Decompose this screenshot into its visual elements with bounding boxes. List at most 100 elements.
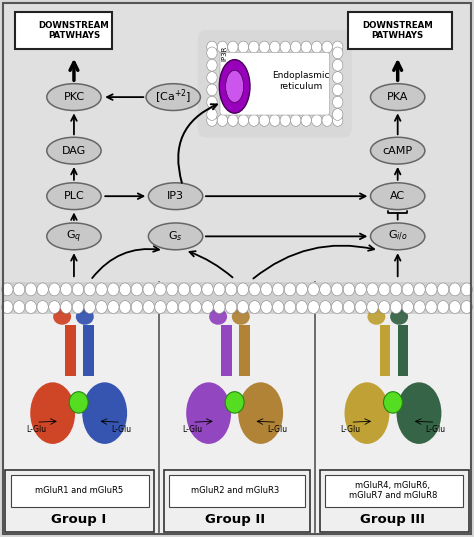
Text: L-Glu: L-Glu <box>182 425 202 434</box>
Circle shape <box>319 301 331 314</box>
Circle shape <box>238 41 248 53</box>
Circle shape <box>332 60 343 71</box>
Circle shape <box>391 283 401 296</box>
Circle shape <box>207 60 217 71</box>
Circle shape <box>73 283 83 296</box>
Circle shape <box>332 47 343 59</box>
Circle shape <box>259 114 270 126</box>
Text: PKA: PKA <box>387 92 409 102</box>
Text: L-Glu: L-Glu <box>111 425 131 434</box>
Circle shape <box>322 114 332 126</box>
Circle shape <box>166 283 178 296</box>
Circle shape <box>296 301 308 314</box>
Circle shape <box>207 114 217 126</box>
FancyBboxPatch shape <box>319 470 469 532</box>
Text: Endoplasmic
reticulum: Endoplasmic reticulum <box>272 71 329 91</box>
Circle shape <box>84 283 95 296</box>
Circle shape <box>355 301 366 314</box>
Circle shape <box>131 301 143 314</box>
Circle shape <box>319 283 331 296</box>
Circle shape <box>108 283 119 296</box>
Circle shape <box>284 301 296 314</box>
Ellipse shape <box>47 84 101 111</box>
Circle shape <box>402 301 413 314</box>
Circle shape <box>367 301 378 314</box>
Ellipse shape <box>371 223 425 250</box>
Ellipse shape <box>367 309 385 325</box>
Circle shape <box>178 283 190 296</box>
Circle shape <box>331 283 343 296</box>
Circle shape <box>96 283 107 296</box>
Circle shape <box>322 41 332 53</box>
Circle shape <box>355 283 366 296</box>
Circle shape <box>332 84 343 96</box>
Ellipse shape <box>390 309 408 325</box>
Circle shape <box>308 301 319 314</box>
Circle shape <box>143 301 155 314</box>
Circle shape <box>249 301 260 314</box>
Circle shape <box>280 114 291 126</box>
Circle shape <box>311 114 322 126</box>
FancyBboxPatch shape <box>239 325 250 375</box>
Circle shape <box>228 41 238 53</box>
Circle shape <box>438 301 449 314</box>
Circle shape <box>13 283 25 296</box>
Circle shape <box>202 283 213 296</box>
Circle shape <box>214 301 225 314</box>
Circle shape <box>207 96 217 108</box>
Ellipse shape <box>82 382 127 444</box>
Circle shape <box>155 283 166 296</box>
Circle shape <box>308 283 319 296</box>
Ellipse shape <box>76 309 94 325</box>
Circle shape <box>190 283 201 296</box>
Circle shape <box>37 283 48 296</box>
FancyBboxPatch shape <box>3 3 471 282</box>
Circle shape <box>332 96 343 108</box>
FancyBboxPatch shape <box>398 325 408 375</box>
Circle shape <box>25 301 36 314</box>
Circle shape <box>273 283 284 296</box>
Text: G$_s$: G$_s$ <box>168 229 183 243</box>
Circle shape <box>379 283 390 296</box>
FancyBboxPatch shape <box>83 325 94 375</box>
Circle shape <box>207 84 217 96</box>
Text: PLC: PLC <box>64 191 84 201</box>
Circle shape <box>119 301 131 314</box>
Circle shape <box>155 301 166 314</box>
Text: DAG: DAG <box>62 146 86 156</box>
Text: L-Glu: L-Glu <box>267 425 287 434</box>
FancyBboxPatch shape <box>3 282 471 534</box>
Ellipse shape <box>371 84 425 111</box>
Circle shape <box>273 301 284 314</box>
Circle shape <box>291 41 301 53</box>
Circle shape <box>202 301 213 314</box>
Ellipse shape <box>148 183 203 209</box>
Text: DOWNSTREAM
PATWHAYS: DOWNSTREAM PATWHAYS <box>362 21 433 40</box>
Ellipse shape <box>238 382 283 444</box>
Text: G$_q$: G$_q$ <box>66 228 82 244</box>
Ellipse shape <box>219 60 250 113</box>
Ellipse shape <box>47 183 101 209</box>
Circle shape <box>449 283 461 296</box>
Circle shape <box>343 301 355 314</box>
Circle shape <box>343 283 355 296</box>
Circle shape <box>414 301 425 314</box>
Circle shape <box>69 391 88 413</box>
Text: L-Glu: L-Glu <box>26 425 46 434</box>
Circle shape <box>461 283 473 296</box>
Ellipse shape <box>148 223 203 250</box>
Ellipse shape <box>345 382 390 444</box>
Circle shape <box>49 283 60 296</box>
Circle shape <box>367 283 378 296</box>
Circle shape <box>214 283 225 296</box>
Circle shape <box>61 301 72 314</box>
Ellipse shape <box>371 137 425 164</box>
Circle shape <box>225 391 244 413</box>
Circle shape <box>284 283 296 296</box>
FancyBboxPatch shape <box>15 12 112 49</box>
Ellipse shape <box>146 84 201 111</box>
Text: L-Glu: L-Glu <box>340 425 361 434</box>
Circle shape <box>414 283 425 296</box>
Circle shape <box>1 301 13 314</box>
Circle shape <box>226 283 237 296</box>
